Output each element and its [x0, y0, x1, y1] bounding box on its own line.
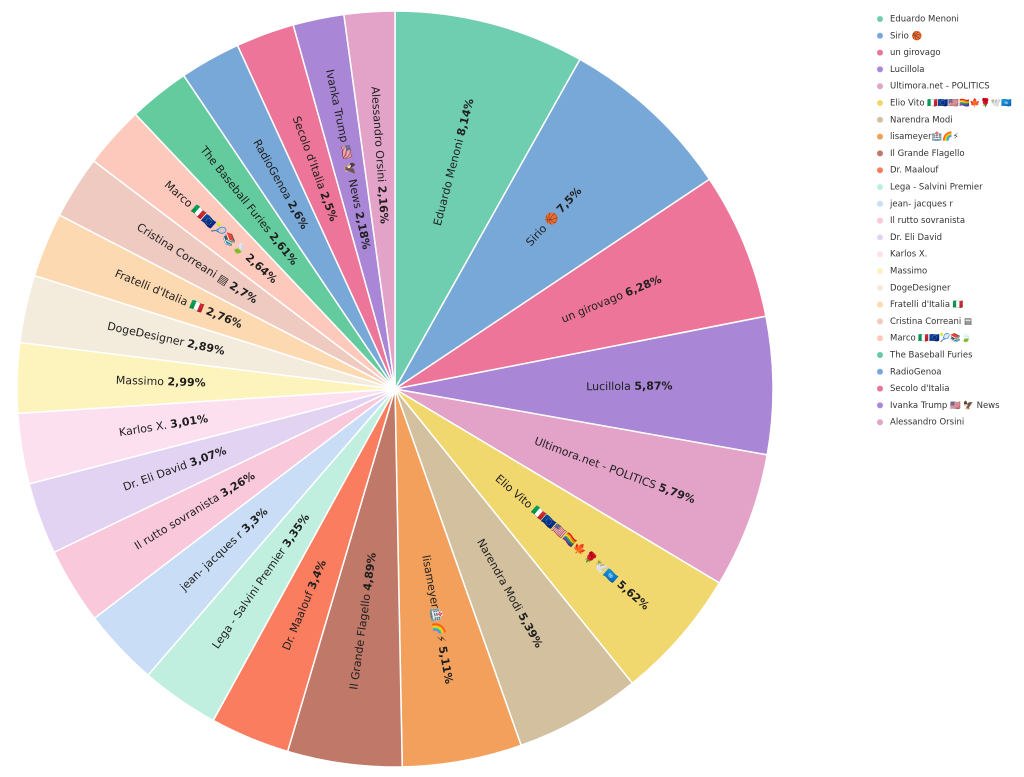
slice-label: Massimo 2,99%: [116, 374, 206, 390]
legend-item[interactable]: Elio Vito 🇮🇹🇪🇺🇺🇸🏳️‍🌈🍁🌹🕊️🇺🇳: [877, 98, 1012, 109]
slice-label: Lucillola 5,87%: [586, 379, 672, 393]
legend-item[interactable]: Massimo: [877, 267, 927, 277]
pie-slice: [394, 388, 721, 685]
legend-item[interactable]: jean- jacques r: [877, 199, 953, 209]
legend: Eduardo Menoni Sirio 🏀 un girovago Lucillol…: [877, 15, 1012, 428]
legend-item[interactable]: DogeDesigner: [877, 283, 951, 293]
legend-label: Secolo d'Italia: [890, 384, 949, 394]
legend-label: Lega - Salvini Premier: [890, 183, 983, 193]
legend-swatch: [877, 83, 883, 90]
pie-slice: [394, 315, 774, 456]
legend-swatch: [877, 318, 883, 325]
legend-label: Karlos X.: [890, 250, 927, 260]
legend-label: Ivanka Trump 🇺🇸 🦅 News: [890, 400, 1000, 411]
legend-item[interactable]: Narendra Modi: [877, 115, 953, 125]
legend-swatch: [877, 116, 883, 123]
legend-swatch: [877, 49, 883, 56]
legend-label: Elio Vito 🇮🇹🇪🇺🇺🇸🏳️‍🌈🍁🌹🕊️🇺🇳: [890, 98, 1012, 109]
legend-swatch: [877, 16, 883, 22]
legend-label: Eduardo Menoni: [890, 15, 959, 25]
legend-label: un girovago: [890, 48, 941, 58]
legend-swatch: [877, 419, 883, 426]
legend-swatch: [877, 402, 883, 409]
pie-slice: [394, 58, 711, 390]
legend-label: Narendra Modi: [890, 115, 953, 125]
legend-item[interactable]: Il rutto sovranista: [877, 216, 965, 226]
legend-item[interactable]: Dr. Maalouf: [877, 166, 939, 176]
legend-label: Dr. Maalouf: [890, 166, 939, 176]
legend-item[interactable]: Fratelli d'Italia 🇮🇹: [877, 299, 964, 310]
legend-item[interactable]: Eduardo Menoni: [877, 15, 959, 25]
legend-label: RadioGenoa: [890, 367, 942, 377]
legend-item[interactable]: Karlos X.: [877, 250, 927, 260]
legend-item[interactable]: Lucillola: [877, 65, 925, 75]
pie-slices: [16, 10, 774, 768]
legend-label: lisameyer🏥🌈⚡: [890, 131, 959, 142]
legend-swatch: [877, 200, 883, 207]
legend-swatch: [877, 284, 883, 291]
legend-swatch: [877, 100, 883, 106]
legend-item[interactable]: Ivanka Trump 🇺🇸 🦅 News: [877, 400, 1000, 411]
legend-label: Fratelli d'Italia 🇮🇹: [890, 299, 964, 310]
legend-label: Lucillola: [890, 65, 925, 75]
legend-swatch: [877, 368, 883, 375]
legend-swatch: [877, 234, 883, 241]
legend-swatch: [877, 251, 883, 258]
legend-swatch: [877, 301, 883, 308]
legend-label: Cristina Correani ▤: [890, 317, 972, 327]
legend-item[interactable]: Lega - Salvini Premier: [877, 183, 983, 193]
legend-label: DogeDesigner: [890, 283, 951, 293]
legend-item[interactable]: Ultimora.net - POLITICS: [877, 82, 990, 92]
pie-slice: [343, 10, 396, 390]
legend-item[interactable]: lisameyer🏥🌈⚡: [877, 131, 959, 142]
legend-swatch: [877, 66, 883, 73]
pie-slice: [394, 388, 769, 585]
legend-swatch: [877, 352, 883, 358]
legend-label: Marco 🇮🇹🇪🇺🎾📚🍃: [890, 333, 971, 344]
legend-label: The Baseball Furies: [889, 351, 973, 361]
pie-slice: [394, 178, 767, 390]
legend-item[interactable]: The Baseball Furies: [877, 351, 973, 361]
legend-swatch: [877, 167, 883, 174]
legend-label: Il rutto sovranista: [890, 216, 965, 226]
legend-swatch: [877, 217, 883, 224]
legend-swatch: [877, 385, 883, 392]
legend-item[interactable]: Cristina Correani ▤: [877, 317, 972, 327]
legend-swatch: [877, 184, 883, 190]
legend-label: Dr. Eli David: [890, 233, 942, 243]
pie-slice: [394, 10, 582, 392]
legend-item[interactable]: Il Grande Flagello: [877, 149, 965, 159]
legend-label: Sirio 🏀: [890, 29, 923, 41]
legend-swatch: [877, 268, 883, 274]
legend-item[interactable]: RadioGenoa: [877, 367, 942, 377]
legend-item[interactable]: Secolo d'Italia: [877, 384, 949, 394]
legend-label: jean- jacques r: [889, 199, 953, 209]
legend-swatch: [877, 150, 883, 157]
legend-label: Il Grande Flagello: [890, 149, 965, 159]
legend-item[interactable]: un girovago: [877, 48, 941, 58]
legend-item[interactable]: Dr. Eli David: [877, 233, 942, 243]
legend-label: Massimo: [890, 267, 927, 277]
legend-swatch: [877, 335, 883, 342]
legend-label: Ultimora.net - POLITICS: [890, 82, 990, 92]
legend-label: Alessandro Orsini: [890, 418, 964, 428]
legend-swatch: [877, 32, 883, 39]
legend-item[interactable]: Alessandro Orsini: [877, 418, 964, 428]
legend-item[interactable]: Marco 🇮🇹🇪🇺🎾📚🍃: [877, 333, 971, 344]
legend-item[interactable]: Sirio 🏀: [877, 29, 923, 41]
legend-swatch: [877, 133, 883, 140]
